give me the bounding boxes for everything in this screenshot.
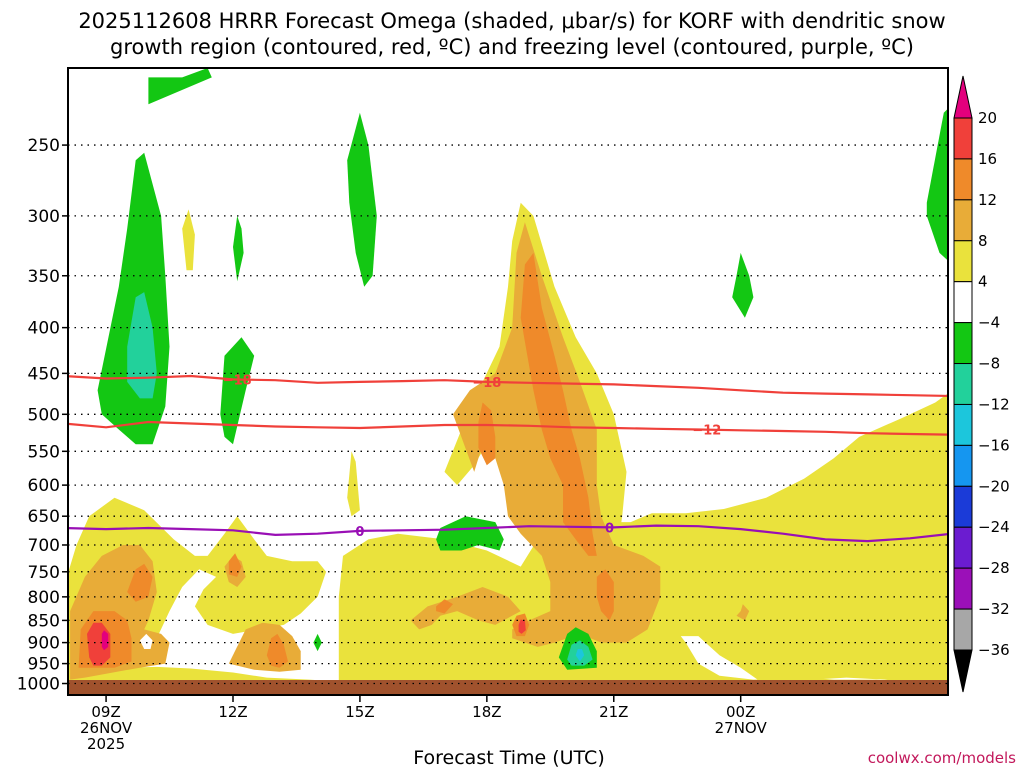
freezing-level-label-1: 0 [605, 521, 614, 536]
colorbar-label-8: −16 [978, 436, 1010, 454]
colorbar-label-6: −8 [978, 355, 1000, 373]
colorbar-top-arrow [953, 75, 973, 119]
omega-region-−4 [436, 516, 504, 551]
colorbar-label-12: −32 [978, 600, 1010, 618]
plot-frame [67, 67, 949, 696]
colorbar-bottom-arrow [953, 649, 973, 693]
y-tick-label-1000: 1000 [17, 675, 60, 695]
y-tick-label-450: 450 [28, 364, 60, 384]
y-tick-label-500: 500 [28, 405, 60, 425]
colorbar-segment-5 [953, 281, 973, 324]
omega-region-12 [520, 252, 597, 556]
freezing-level-label-0: 0 [355, 525, 364, 540]
x-tick-label-5-0: 00Z [726, 703, 755, 721]
y-tick-label-750: 750 [28, 563, 60, 583]
omega-region-4 [182, 209, 195, 271]
omega-region-8 [410, 587, 521, 630]
colorbar-segment-1 [953, 117, 973, 160]
omega-region-−8 [127, 292, 157, 399]
omega-region-−4 [97, 152, 170, 445]
x-tick-label-0-1: 26NOV [80, 719, 133, 737]
y-tick-label-550: 550 [28, 442, 60, 462]
colorbar-label-9: −20 [978, 477, 1010, 495]
omega-region-20 [101, 630, 109, 651]
colorbar-segment-13 [953, 608, 973, 651]
chart-title-line1: 2025112608 HRRR Forecast Omega (shaded, … [78, 9, 945, 33]
colorbar-label-1: 16 [978, 150, 997, 168]
temperature-contours: −18 −18 −12 0 0 [68, 373, 948, 543]
isotherm-minus18-label-0: −18 [223, 373, 252, 388]
colorbar-label-0: 20 [978, 109, 997, 127]
omega-region-12 [266, 633, 288, 668]
y-tick-label-650: 650 [28, 507, 60, 527]
x-tick-label-0-0: 09Z [91, 703, 120, 721]
omega-region-12 [228, 553, 242, 577]
colorbar-segment-7 [953, 363, 973, 405]
y-tick-label-300: 300 [28, 207, 60, 227]
omega-region-−4 [148, 68, 212, 105]
x-tick-label-0-2: 2025 [87, 735, 125, 753]
colorbar-label-2: 12 [978, 191, 997, 209]
omega-shading [68, 68, 948, 695]
omega-region-12 [596, 569, 614, 621]
omega-region-−12 [575, 649, 585, 662]
omega-region-12 [478, 402, 496, 466]
y-tick-label-600: 600 [28, 476, 60, 496]
y-tick-label-950: 950 [28, 655, 60, 675]
colorbar-label-7: −12 [978, 395, 1010, 413]
omega-region-−4 [347, 112, 377, 287]
omega-region-−4 [220, 337, 255, 445]
colorbar-segment-9 [953, 444, 973, 487]
ground-surface [69, 680, 947, 694]
omega-region-8 [736, 604, 750, 621]
y-tick-label-800: 800 [28, 588, 60, 608]
colorbar-label-10: −24 [978, 518, 1010, 536]
omega-region-12 [127, 563, 153, 602]
y-tick-label-250: 250 [28, 136, 60, 156]
colorbar-segment-12 [953, 567, 973, 610]
colorbar-segment-10 [953, 485, 973, 528]
colorbar-segment-3 [953, 199, 973, 242]
colorbar-segment-6 [953, 322, 973, 365]
colorbar-label-11: −28 [978, 559, 1010, 577]
pressure-axis: 250 300 350 400 450 500 550 600 650 700 750 800 850 9… [17, 136, 68, 695]
y-tick-label-400: 400 [28, 319, 60, 339]
isotherm-minus12-line [68, 420, 948, 436]
x-tick-label-5-1: 27NOV [715, 719, 768, 737]
omega-colorbar: 20 16 12 8 4 −4 −8 −12 −16 −20 −24 −28 −32 −36 [953, 75, 1010, 693]
isotherm-minus18-line [68, 374, 948, 398]
x-tick-label-4-0: 21Z [599, 703, 628, 721]
isotherm-minus18-label-1: −18 [472, 376, 501, 391]
omega-region-4 [347, 451, 360, 517]
x-axis-label: Forecast Time (UTC) [413, 747, 604, 768]
omega-region-−4 [926, 108, 948, 261]
omega-region-−4 [233, 215, 244, 282]
colorbar-label-13: −36 [978, 641, 1010, 659]
y-tick-label-850: 850 [28, 611, 60, 631]
colorbar-segment-2 [953, 158, 973, 201]
omega-region-−4 [139, 633, 153, 649]
chart-title-line2: growth region (contoured, red, ºC) and f… [110, 35, 914, 59]
credit-text[interactable]: coolwx.com/models [868, 749, 1016, 767]
colorbar-label-4: 4 [978, 273, 988, 291]
colorbar-segment-4 [953, 240, 973, 283]
colorbar-segment-8 [953, 403, 973, 446]
isotherm-minus12-label-0: −12 [692, 424, 721, 439]
omega-region-−4 [313, 633, 322, 652]
y-tick-label-350: 350 [28, 267, 60, 287]
y-tick-label-700: 700 [28, 536, 60, 556]
omega-region-16 [518, 619, 526, 634]
x-tick-label-2-0: 15Z [345, 703, 374, 721]
x-tick-label-1-0: 12Z [218, 703, 247, 721]
omega-region-12 [436, 599, 453, 614]
omega-region-−4 [732, 252, 754, 318]
x-tick-label-3-0: 18Z [472, 703, 501, 721]
freezing-level-line [68, 524, 948, 543]
y-tick-label-900: 900 [28, 634, 60, 654]
colorbar-label-5: −4 [978, 314, 1000, 332]
colorbar-segment-11 [953, 526, 973, 569]
colorbar-label-3: 8 [978, 232, 988, 250]
